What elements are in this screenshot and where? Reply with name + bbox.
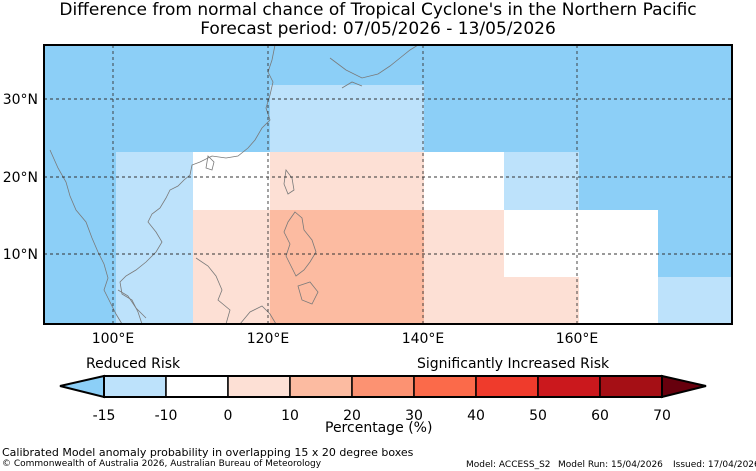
anomaly-cell [504,210,658,277]
graticule [44,45,732,324]
lon-label: 160°E [556,331,599,347]
lon-label: 100°E [92,331,135,347]
colorbar-tick-label: 20 [343,408,361,424]
colorbar-tick-label: -10 [155,408,178,424]
increased-risk-label: Significantly Increased Risk [417,356,610,372]
colorbar-segment [599,375,663,398]
anomaly-cell [424,210,504,324]
colorbar-tick-label: -15 [93,408,116,424]
colorbar-segment [227,375,291,398]
colorbar-tick-label: 30 [405,408,423,424]
anomaly-cell [504,277,579,324]
colorbar-tick-label: 10 [281,408,299,424]
colorbar-segment [351,375,415,398]
reduced-risk-label: Reduced Risk [86,356,181,372]
anomaly-cell [270,152,424,210]
colorbar-frame [103,375,663,398]
footnote: Calibrated Model anomaly probability in … [2,446,414,459]
anomaly-cell [504,152,579,210]
colorbar-segment [165,375,229,398]
colorbar-segment [537,375,601,398]
colorbar-tick-label: 50 [529,408,547,424]
colorbar-segment [103,375,167,398]
colorbar-tick-label: 60 [591,408,609,424]
anomaly-cell [424,152,504,210]
anomaly-cell [270,85,424,152]
lat-label: 20°N [3,170,38,186]
lon-label: 140°E [402,331,445,347]
lat-label: 10°N [3,247,38,263]
copyright: © Commonwealth of Australia 2026, Austra… [2,459,322,469]
forecast-period: Forecast period: 07/05/2026 - 13/05/2026 [200,19,556,39]
colorbar-tick-label: 0 [224,408,233,424]
chart-title: Difference from normal chance of Tropica… [59,0,697,20]
colorbar-tick-label: 70 [653,408,671,424]
issued-date: Issued: 17/04/2026 [673,460,756,470]
colorbar-segment [413,375,477,398]
lat-label: 30°N [3,92,38,108]
anomaly-cell [270,210,424,324]
colorbar-segment [475,375,539,398]
map-frame [43,44,733,325]
anomaly-cell [193,210,270,324]
colorbar-tick-label: 40 [467,408,485,424]
colorbar-segment [289,375,353,398]
anomaly-cell [658,277,732,324]
anomaly-cell [193,152,270,210]
colorbar-low-extend [59,374,105,399]
colorbar-axis-label: Percentage (%) [325,420,433,436]
anomaly-cell [579,277,658,324]
model-name: Model: ACCESS_S2 [466,460,551,470]
lon-label: 120°E [247,331,290,347]
colorbar: -15 -10 0 10 20 30 40 50 60 70 [59,374,707,424]
colorbar-high-extend [661,374,707,399]
model-run: Model Run: 15/04/2026 [558,460,663,470]
